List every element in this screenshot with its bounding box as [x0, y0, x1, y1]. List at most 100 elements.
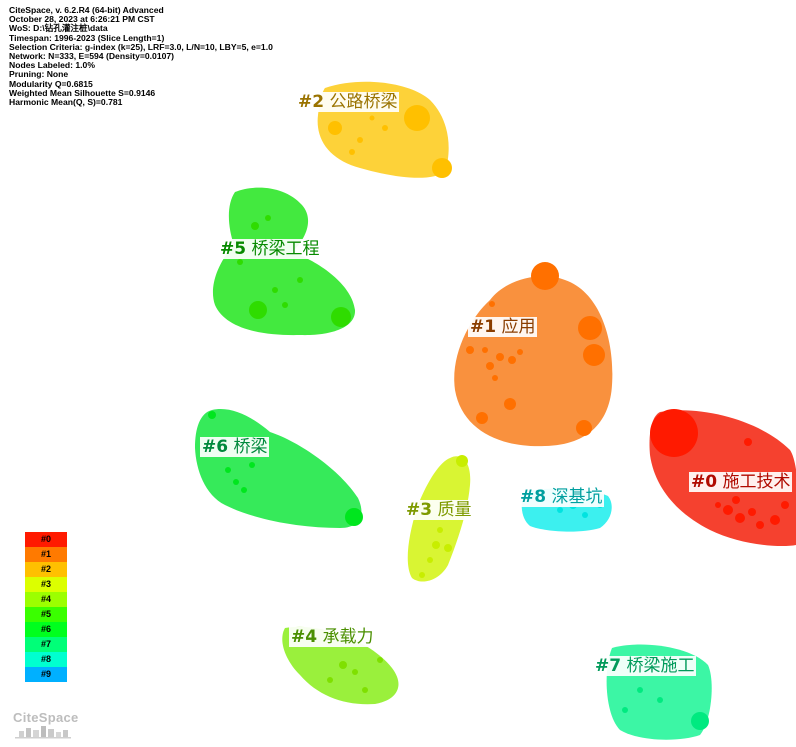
cluster-3-node — [437, 527, 443, 533]
cluster-8-node — [557, 507, 563, 513]
cluster-2-node — [349, 149, 355, 155]
legend-swatch-2: #2 — [25, 562, 67, 577]
cluster-1-node — [583, 344, 605, 366]
cluster-0-node — [756, 521, 764, 529]
cluster-2-node — [357, 137, 363, 143]
cluster-label-4[interactable]: #4 承载力 — [289, 627, 376, 647]
cluster-6-region — [195, 409, 363, 528]
cluster-label-8[interactable]: #8 深基坑 — [518, 487, 605, 507]
cluster-8-node — [582, 512, 588, 518]
info-line: October 28, 2023 at 6:26:21 PM CST — [9, 14, 155, 25]
cluster-name: 桥梁 — [233, 437, 268, 457]
info-line: Network: N=333, E=594 (Density=0.0107) — [9, 51, 175, 62]
legend-swatch-8: #8 — [25, 652, 67, 667]
cluster-3-node — [432, 541, 440, 549]
cluster-3-node — [419, 572, 425, 578]
cluster-name: 深基坑 — [551, 487, 603, 507]
cluster-4-node — [339, 661, 347, 669]
cluster-id: #0 — [691, 472, 718, 492]
cluster-label-0[interactable]: #0 施工技术 — [689, 472, 793, 492]
citespace-logo: CiteSpace — [13, 710, 79, 747]
cluster-0-node — [732, 496, 740, 504]
analysis-info-panel: CiteSpace, v. 6.2.R4 (64-bit) Advanced O… — [9, 5, 273, 108]
cluster-6-node — [345, 508, 363, 526]
cluster-5-node — [297, 277, 303, 283]
cluster-label-3[interactable]: #3 质量 — [404, 500, 474, 520]
cluster-0-node — [748, 508, 756, 516]
cluster-1-node — [492, 375, 498, 381]
cluster-4-node — [352, 669, 358, 675]
cluster-name: 承载力 — [322, 627, 374, 647]
legend-swatch-6: #6 — [25, 622, 67, 637]
cluster-1-region — [454, 262, 613, 447]
cluster-id: #7 — [595, 656, 622, 676]
legend-swatch-3: #3 — [25, 577, 67, 592]
cluster-1-node — [466, 346, 474, 354]
info-line: Harmonic Mean(Q, S)=0.781 — [9, 97, 123, 108]
cluster-6-node — [225, 467, 231, 473]
cluster-name: 桥梁施工 — [626, 656, 695, 676]
cluster-id: #1 — [470, 317, 497, 337]
cluster-7-node — [691, 712, 709, 730]
cluster-5-region — [212, 187, 356, 336]
cluster-4-node — [327, 677, 333, 683]
cluster-1-node — [576, 420, 592, 436]
cluster-6-node — [208, 411, 216, 419]
legend-swatch-4: #4 — [25, 592, 67, 607]
cluster-id: #6 — [202, 437, 229, 457]
cluster-0-node — [781, 501, 789, 509]
logo-text: CiteSpace — [13, 710, 79, 725]
cluster-5-node — [251, 222, 259, 230]
cluster-0-node — [770, 515, 780, 525]
cluster-7-node — [622, 707, 628, 713]
cluster-2-node — [404, 105, 430, 131]
cluster-1-node — [517, 349, 523, 355]
info-line: Modularity Q=0.6815 — [9, 78, 93, 89]
cluster-4-node — [362, 687, 368, 693]
cluster-0-node — [650, 409, 698, 457]
cluster-name: 质量 — [437, 500, 472, 520]
cluster-label-5[interactable]: #5 桥梁工程 — [218, 239, 322, 259]
legend-swatch-7: #7 — [25, 637, 67, 652]
cluster-6-node — [249, 462, 255, 468]
cluster-label-1[interactable]: #1 应用 — [468, 317, 538, 337]
cluster-5-node — [237, 259, 243, 265]
cluster-1-node — [476, 412, 488, 424]
legend-swatch-0: #0 — [25, 532, 67, 547]
cluster-id: #5 — [220, 239, 247, 259]
cluster-id: #4 — [291, 627, 318, 647]
cluster-1-node — [531, 262, 559, 290]
cluster-6-node — [233, 479, 239, 485]
cluster-label-7[interactable]: #7 桥梁施工 — [593, 656, 697, 676]
cluster-name: 施工技术 — [722, 472, 791, 492]
cluster-0-node — [744, 438, 752, 446]
cluster-7-node — [637, 687, 643, 693]
cluster-0-node — [715, 502, 721, 508]
legend-swatch-9: #9 — [25, 667, 67, 682]
cluster-5-node — [282, 302, 288, 308]
cluster-label-2[interactable]: #2 公路桥梁 — [296, 92, 400, 112]
legend-swatch-5: #5 — [25, 607, 67, 622]
cluster-5-node — [331, 307, 351, 327]
cluster-name: 应用 — [501, 317, 536, 337]
cluster-5-node — [265, 215, 271, 221]
cluster-2-node — [382, 125, 388, 131]
cluster-0-node — [723, 505, 733, 515]
cluster-3-node — [456, 455, 468, 467]
cluster-color-legend: #0 #1 #2 #3 #4 #5 #6 #7 #8 #9 — [25, 532, 67, 682]
info-line: Pruning: None — [9, 69, 69, 80]
cluster-id: #3 — [406, 500, 433, 520]
cluster-0-node — [735, 513, 745, 523]
cluster-label-6[interactable]: #6 桥梁 — [200, 437, 270, 457]
cluster-3-node — [427, 557, 433, 563]
cluster-1-node — [508, 356, 516, 364]
logo-skyline-icon — [15, 726, 71, 739]
info-line: CiteSpace, v. 6.2.R4 (64-bit) Advanced — [9, 5, 164, 15]
info-line: WoS: D:\钻孔灌注桩\data — [9, 23, 108, 34]
cluster-3-node — [444, 544, 452, 552]
cluster-1-node — [504, 398, 516, 410]
cluster-5-node — [272, 287, 278, 293]
cluster-1-node — [489, 301, 495, 307]
cluster-1-node — [486, 362, 494, 370]
